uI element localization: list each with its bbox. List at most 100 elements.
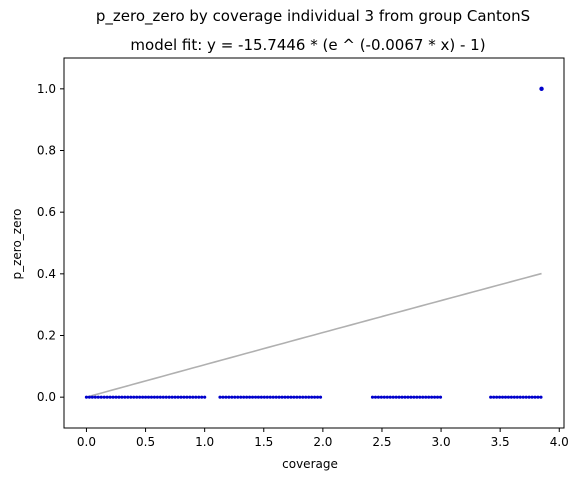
data-point: [432, 395, 437, 399]
data-point: [120, 395, 124, 399]
data-points: [84, 86, 544, 399]
data-point: [280, 395, 284, 399]
data-point: [221, 395, 225, 399]
data-point: [129, 395, 133, 399]
data-point: [105, 395, 109, 399]
data-point: [500, 395, 505, 399]
data-point: [530, 395, 534, 399]
data-point: [102, 395, 106, 399]
y-axis-label: p_zero_zero: [10, 208, 24, 279]
data-point: [418, 395, 422, 399]
data-point: [438, 395, 443, 399]
data-point: [146, 395, 151, 399]
data-point: [310, 395, 314, 399]
data-point: [108, 395, 112, 399]
plot-area: [64, 58, 564, 428]
data-point: [203, 395, 207, 399]
x-tick-label: 1.5: [254, 435, 273, 449]
data-point: [385, 395, 389, 399]
data-point: [253, 395, 258, 399]
data-point: [167, 395, 171, 399]
data-point: [218, 395, 222, 399]
data-point: [427, 395, 431, 399]
data-point: [114, 395, 118, 399]
data-point: [247, 395, 252, 399]
data-point: [400, 395, 404, 399]
y-tick-label: 0.4: [37, 267, 56, 281]
y-tick-label: 0.2: [37, 329, 56, 343]
data-point: [421, 395, 425, 399]
data-point: [87, 395, 92, 399]
data-point: [497, 395, 502, 399]
plot-frame: [63, 57, 565, 429]
data-point: [256, 395, 261, 399]
data-point: [262, 395, 266, 399]
data-point: [265, 395, 269, 399]
data-point: [318, 395, 323, 399]
data-point: [430, 395, 434, 399]
x-tick-label: 0.5: [136, 435, 155, 449]
data-point: [295, 395, 299, 399]
data-point: [539, 395, 543, 399]
data-point: [259, 395, 263, 399]
data-point: [233, 395, 237, 399]
data-point: [403, 395, 407, 399]
data-point: [391, 395, 395, 399]
data-point: [242, 395, 246, 399]
data-point: [492, 395, 496, 399]
data-point: [379, 395, 383, 399]
data-point: [224, 395, 228, 399]
data-point: [424, 395, 428, 399]
data-point: [489, 395, 493, 399]
data-point: [90, 395, 94, 399]
data-point: [509, 395, 513, 399]
x-tick-label: 4.0: [550, 435, 569, 449]
data-point: [117, 395, 121, 399]
data-point: [123, 395, 127, 399]
data-point: [245, 395, 249, 399]
data-point: [292, 395, 296, 399]
chart-title: p_zero_zero by coverage individual 3 fro…: [96, 7, 530, 26]
data-point: [298, 395, 302, 399]
x-tick-label: 1.0: [195, 435, 214, 449]
data-point: [179, 395, 183, 399]
data-point: [84, 395, 89, 399]
data-point: [536, 395, 540, 399]
y-tick-label: 0.0: [37, 390, 56, 404]
data-point: [515, 395, 519, 399]
x-tick-label: 2.5: [372, 435, 391, 449]
data-point: [539, 86, 544, 92]
data-point: [373, 395, 378, 399]
data-point: [503, 395, 508, 399]
data-point: [524, 395, 528, 399]
data-point: [176, 395, 180, 399]
data-point: [158, 395, 162, 399]
data-point: [406, 395, 410, 399]
y-axis-ticks: 0.0 0.2 0.4 0.6 0.8 1.0: [37, 82, 64, 404]
data-point: [111, 395, 115, 399]
data-point: [182, 395, 186, 399]
x-tick-label: 3.0: [432, 435, 451, 449]
chart-subtitle: model fit: y = -15.7446 * (e ^ (-0.0067 …: [130, 36, 485, 54]
x-tick-label: 3.5: [491, 435, 510, 449]
data-point: [126, 395, 130, 399]
data-point: [409, 395, 413, 399]
data-point: [495, 395, 499, 399]
data-point: [289, 395, 293, 399]
data-point: [164, 395, 168, 399]
x-tick-label: 0.0: [77, 435, 96, 449]
x-tick-label: 2.0: [313, 435, 332, 449]
data-point: [239, 395, 243, 399]
data-point: [286, 395, 290, 399]
data-point: [197, 395, 201, 399]
data-point: [533, 395, 537, 399]
data-point: [304, 395, 308, 399]
data-point: [173, 395, 177, 399]
fit-line-layer: [86, 272, 542, 398]
data-point: [518, 395, 522, 399]
y-tick-label: 0.6: [37, 205, 56, 219]
data-point: [435, 395, 440, 399]
data-point: [200, 395, 204, 399]
data-point: [521, 395, 525, 399]
